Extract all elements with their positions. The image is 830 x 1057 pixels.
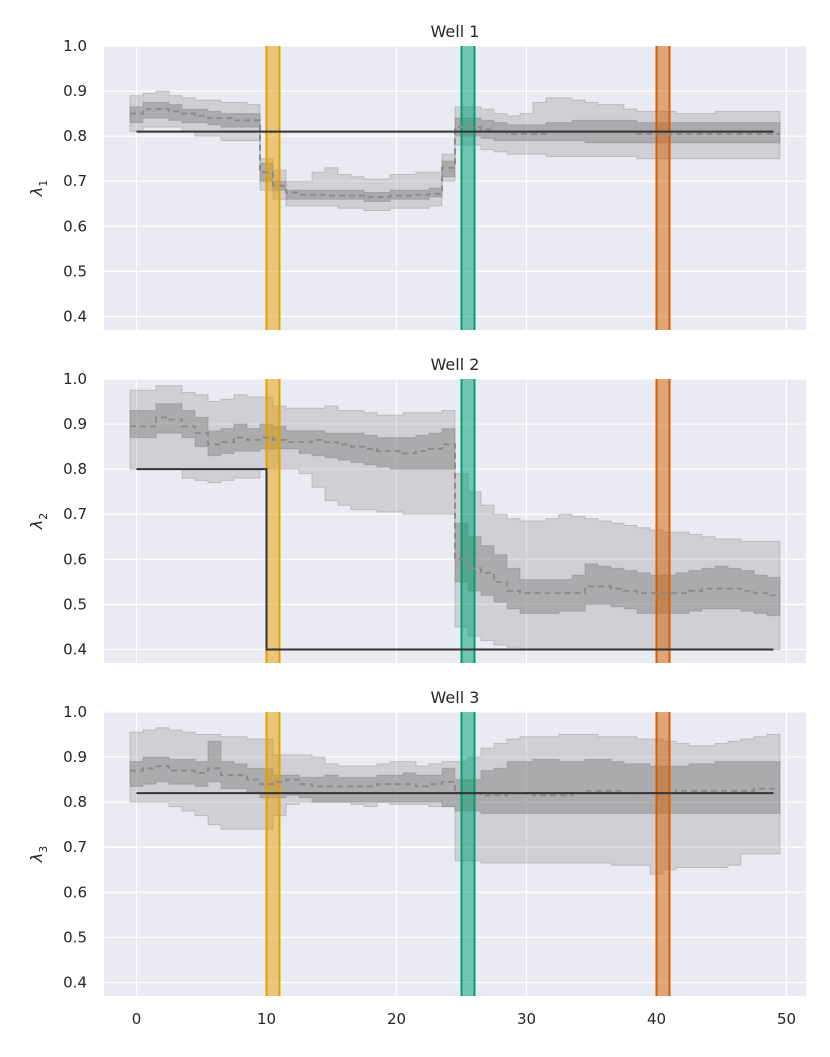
y-tick-label: 0.8 <box>63 793 87 811</box>
y-tick-label: 0.4 <box>63 973 87 991</box>
change-point-span-green <box>461 712 475 996</box>
y-axis-label: λ3 <box>27 846 50 863</box>
x-tick-label: 30 <box>517 1010 536 1028</box>
y-tick-label: 0.9 <box>63 415 87 433</box>
y-axis-symbol: λ <box>27 853 46 863</box>
y-tick-label: 0.6 <box>63 883 87 901</box>
y-tick-label: 0.8 <box>63 460 87 478</box>
change-point-span-orange <box>266 712 280 996</box>
y-tick-label: 0.5 <box>63 928 87 946</box>
y-tick-label: 0.4 <box>63 640 87 658</box>
y-tick-label: 0.6 <box>63 217 87 235</box>
change-point-span-orange <box>266 46 280 330</box>
change-point-span-green <box>461 379 475 663</box>
band-90 <box>129 727 781 875</box>
axes-background <box>104 46 806 330</box>
band-50 <box>129 101 781 203</box>
y-tick-label: 0.9 <box>63 748 87 766</box>
y-tick-label: 0.5 <box>63 595 87 613</box>
y-axis-subscript: 1 <box>37 180 50 187</box>
y-tick-label: 1.0 <box>63 37 87 55</box>
y-tick-label: 0.8 <box>63 127 87 145</box>
y-tick-label: 0.4 <box>63 307 87 325</box>
y-tick-label: 1.0 <box>63 370 87 388</box>
y-axis-label: λ2 <box>27 513 50 530</box>
y-tick-label: 0.6 <box>63 550 87 568</box>
axes-background <box>104 379 806 663</box>
band-50 <box>129 740 781 814</box>
panel-title: Well 2 <box>431 355 480 374</box>
panel-title: Well 1 <box>431 22 480 41</box>
y-tick-label: 0.5 <box>63 262 87 280</box>
axes-background <box>104 712 806 996</box>
panel-well-2: Well 2 0.4 0.5 0.6 0.7 0.8 0.9 1.0 λ2 <box>27 355 806 663</box>
y-axis-label: λ1 <box>27 180 50 197</box>
band-90 <box>129 90 781 212</box>
change-point-span-vermillion <box>656 46 670 330</box>
x-tick-label: 20 <box>387 1010 406 1028</box>
y-tick-label: 0.7 <box>63 838 87 856</box>
change-point-span-green <box>461 46 475 330</box>
panel-well-3: Well 3 0.4 0.5 0.6 0.7 0.8 0.9 1.0 0 10 20 30 40 50 λ3 <box>27 688 806 1028</box>
y-tick-label: 0.9 <box>63 82 87 100</box>
y-tick-label: 1.0 <box>63 703 87 721</box>
x-tick-label: 50 <box>777 1010 796 1028</box>
posterior-median-line <box>130 108 780 199</box>
y-tick-label: 0.7 <box>63 505 87 523</box>
true-value-line <box>136 468 774 651</box>
panel-title: Well 3 <box>431 688 480 707</box>
panel-well-1: Well 1 0.4 0.5 0.6 0.7 0.8 0.9 1.0 λ1 <box>27 22 806 330</box>
change-point-span-vermillion <box>656 379 670 663</box>
change-point-span-vermillion <box>656 712 670 996</box>
change-point-span-orange <box>266 379 280 663</box>
x-tick-label: 10 <box>257 1010 276 1028</box>
x-tick-label: 0 <box>132 1010 142 1028</box>
y-axis-subscript: 2 <box>37 513 50 520</box>
y-axis-subscript: 3 <box>37 846 50 853</box>
y-tick-label: 0.7 <box>63 172 87 190</box>
x-tick-label: 40 <box>647 1010 666 1028</box>
posterior-median-line <box>130 416 780 597</box>
y-axis-symbol: λ <box>27 520 46 530</box>
y-axis-symbol: λ <box>27 187 46 197</box>
